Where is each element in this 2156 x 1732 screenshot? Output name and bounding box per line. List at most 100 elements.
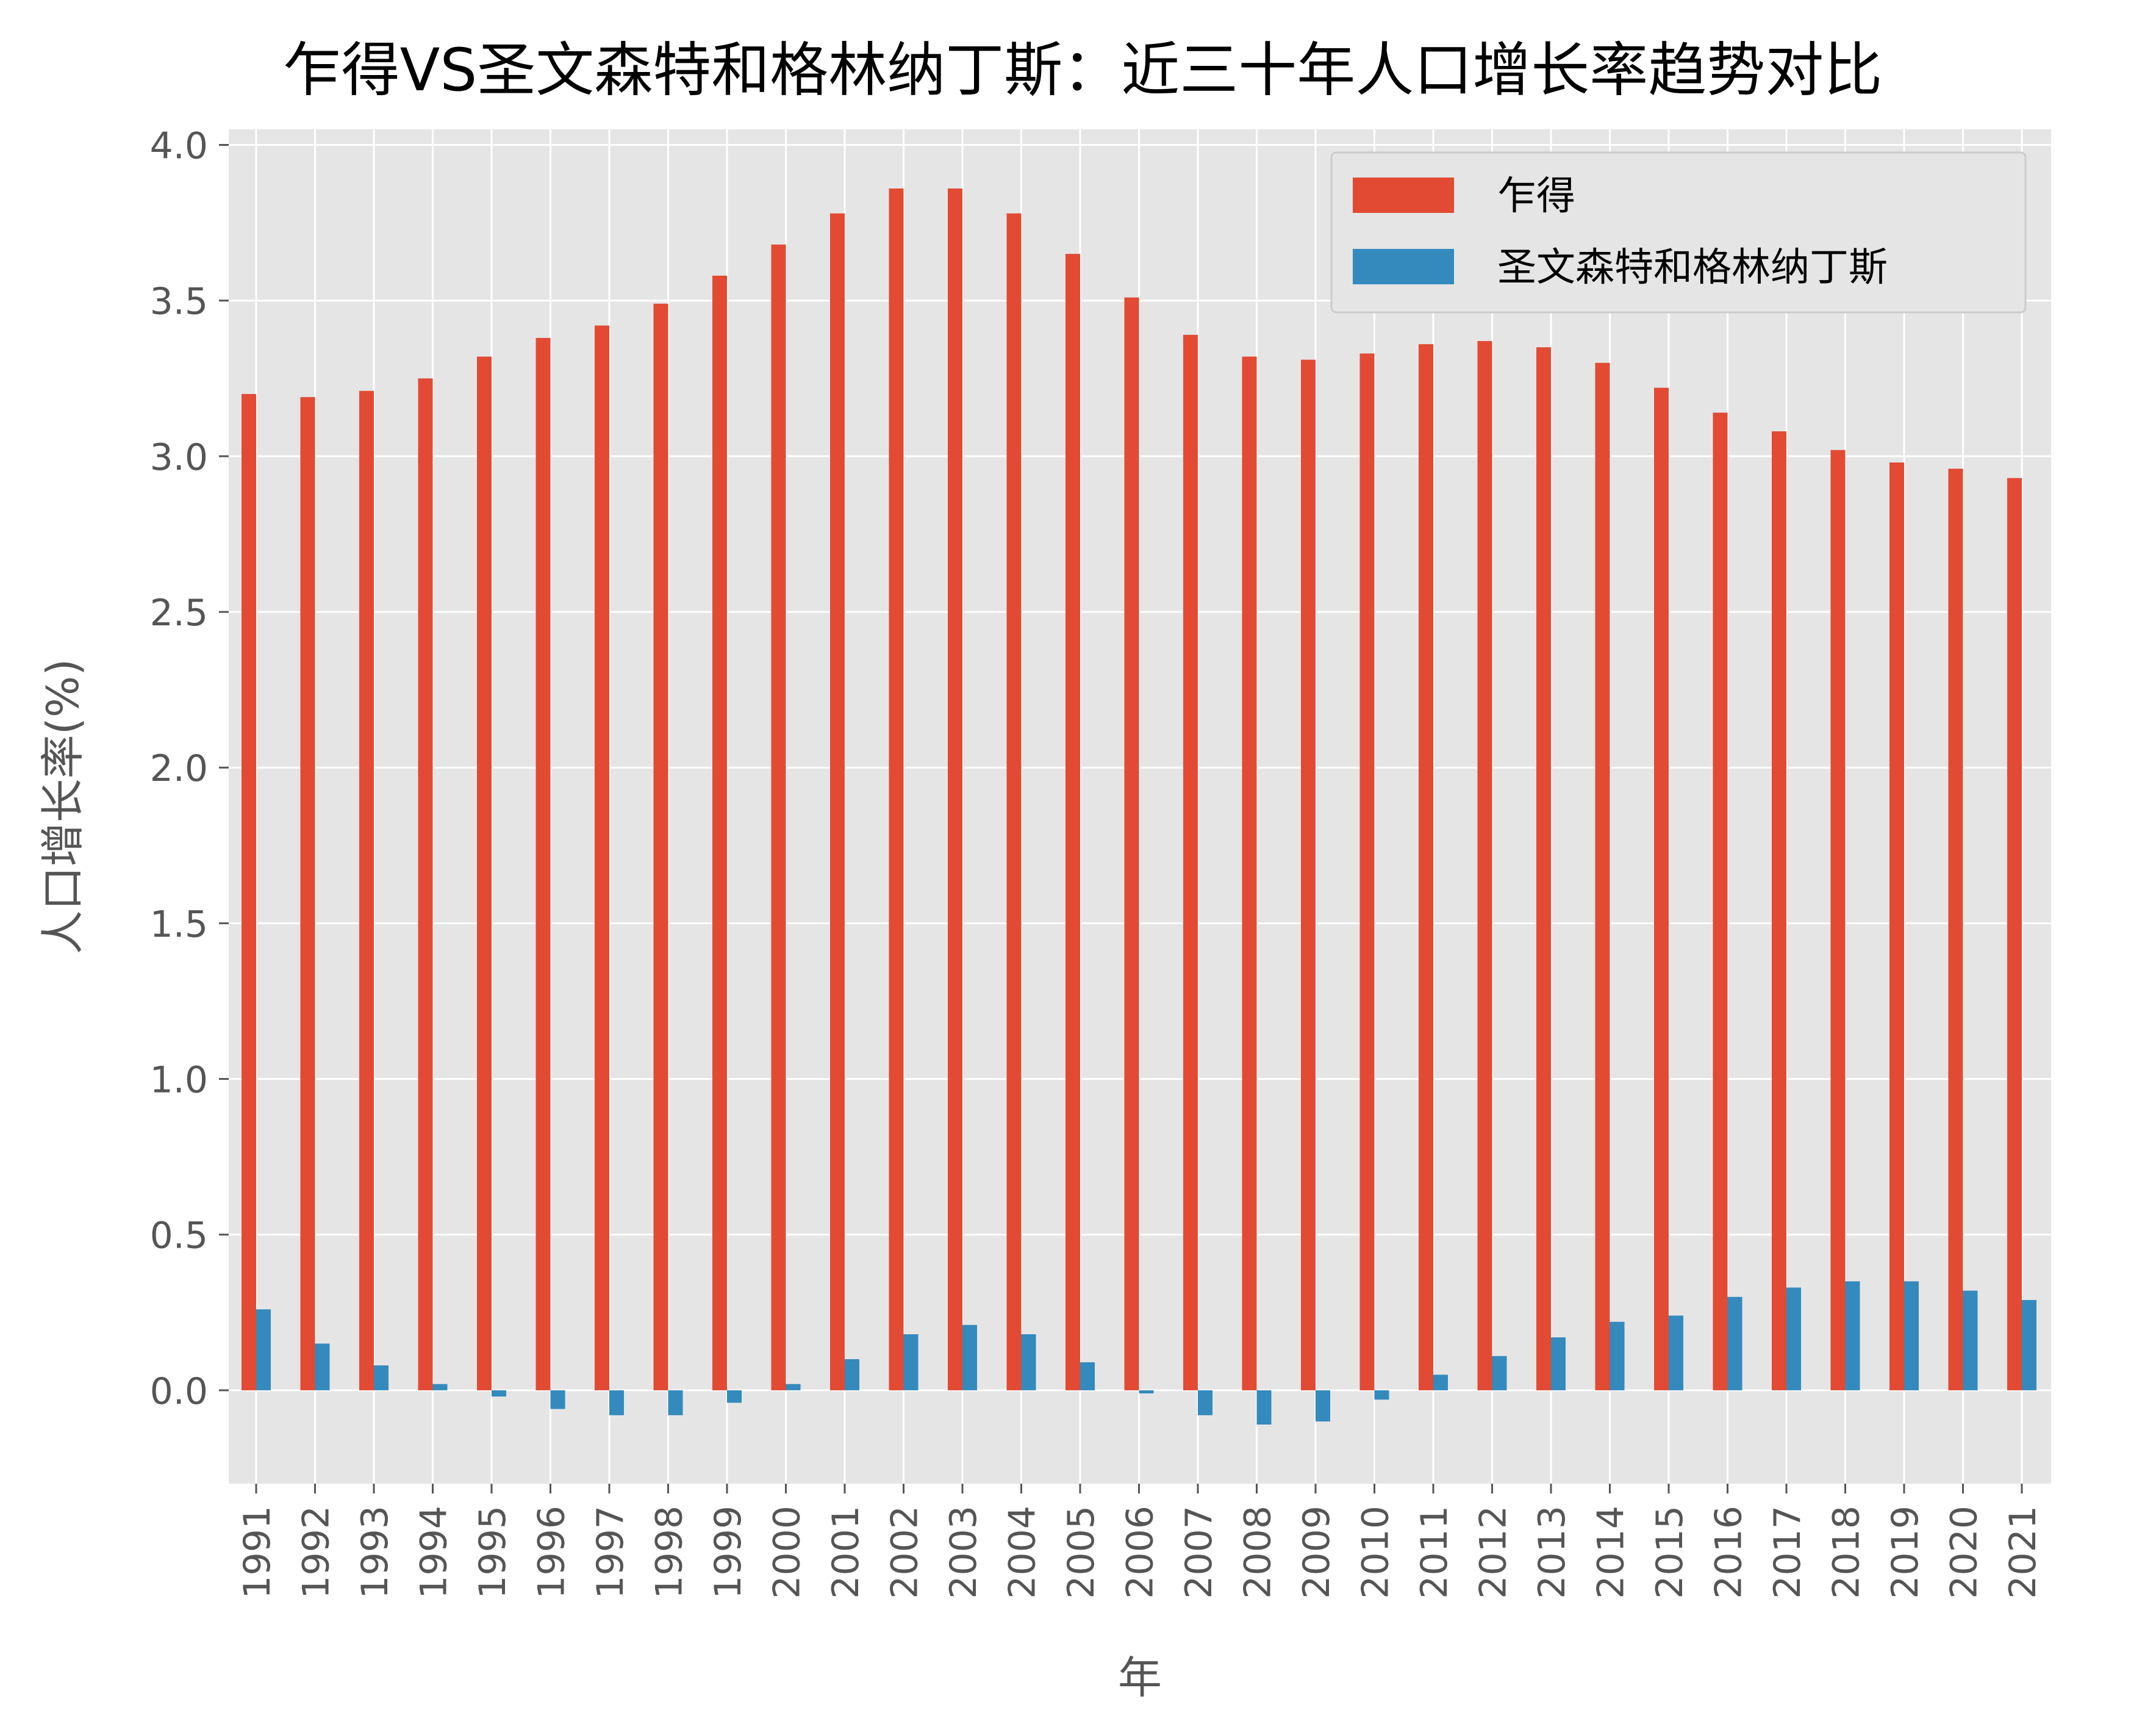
- x-tick-label: 2019: [1884, 1506, 1927, 1599]
- legend-swatch-chad: [1353, 178, 1454, 213]
- bar-saint-vincent: [2022, 1299, 2036, 1390]
- y-tick-label: 2.0: [150, 747, 208, 790]
- x-tick-label: 1996: [531, 1506, 573, 1599]
- x-tick-label: 2021: [2002, 1506, 2044, 1599]
- y-axis: 0.0 0.5 1.0 1.5 2.0 2.5 3.0 3.5 4.0: [150, 125, 229, 1413]
- x-tick-label: 2020: [1943, 1506, 1986, 1599]
- bar-saint-vincent: [668, 1390, 683, 1415]
- bars: [242, 188, 2036, 1425]
- y-axis-label: 人口增长率(%): [37, 659, 88, 955]
- bar-saint-vincent: [1316, 1390, 1330, 1421]
- x-tick-label: 2018: [1825, 1506, 1868, 1599]
- x-tick-label: 2001: [825, 1506, 867, 1599]
- bar-saint-vincent: [786, 1384, 801, 1390]
- bar-chad: [1830, 450, 1846, 1390]
- bar-saint-vincent: [962, 1324, 977, 1390]
- bar-saint-vincent: [256, 1309, 271, 1390]
- bar-saint-vincent: [1433, 1374, 1448, 1390]
- bar-saint-vincent: [1374, 1390, 1389, 1400]
- bar-saint-vincent: [550, 1390, 565, 1409]
- bar-saint-vincent: [432, 1384, 448, 1390]
- y-tick-label: 0.0: [150, 1370, 208, 1413]
- legend-box: [1330, 151, 2027, 314]
- x-tick-label: 1999: [707, 1506, 750, 1599]
- x-tick-label: 2016: [1708, 1506, 1750, 1599]
- x-tick-label: 2002: [884, 1506, 926, 1599]
- x-tick-label: 2006: [1119, 1506, 1162, 1599]
- bar-chad: [1477, 341, 1492, 1390]
- x-tick-label: 2000: [766, 1506, 809, 1599]
- x-tick-label: 2007: [1178, 1506, 1220, 1599]
- x-tick-label: 1993: [354, 1506, 396, 1599]
- bar-saint-vincent: [727, 1390, 742, 1403]
- bar-chad: [1301, 359, 1316, 1390]
- bar-chad: [1242, 356, 1257, 1390]
- x-tick-label: 2003: [942, 1506, 985, 1599]
- bar-chad: [359, 390, 374, 1390]
- bar-chad: [1948, 469, 1963, 1390]
- x-tick-label: 2010: [1355, 1506, 1397, 1599]
- x-tick-label: 2013: [1531, 1506, 1574, 1599]
- bar-chad: [1713, 412, 1728, 1390]
- bar-chad: [1124, 297, 1139, 1390]
- legend-label-svg: 圣文森特和格林纳丁斯: [1497, 245, 1888, 290]
- legend-swatch-svg: [1353, 249, 1454, 284]
- x-tick-label: 1997: [589, 1506, 632, 1599]
- x-tick-label: 2004: [1001, 1506, 1044, 1599]
- bar-chad: [653, 303, 668, 1390]
- y-tick-label: 3.5: [150, 281, 208, 323]
- x-axis: 1991 1992 1993 1994 1995 1996 1997 1998 1999 2000…: [236, 1484, 2044, 1599]
- x-tick-label: 2008: [1237, 1506, 1280, 1599]
- bar-saint-vincent: [1669, 1315, 1683, 1390]
- bar-saint-vincent: [903, 1334, 919, 1390]
- x-tick-label: 1991: [236, 1506, 279, 1599]
- bar-saint-vincent: [315, 1343, 330, 1390]
- x-tick-label: 1998: [648, 1506, 691, 1599]
- bar-saint-vincent: [1963, 1290, 1978, 1390]
- bar-saint-vincent: [1786, 1287, 1801, 1390]
- bar-chad: [1536, 347, 1551, 1390]
- bar-saint-vincent: [1492, 1356, 1507, 1390]
- y-tick-label: 1.5: [150, 903, 208, 946]
- bar-saint-vincent: [492, 1390, 506, 1397]
- bar-chad: [300, 397, 315, 1390]
- x-tick-label: 2014: [1590, 1506, 1633, 1599]
- chart-title: 乍得VS圣文森特和格林纳丁斯：近三十年人口增长率趋势对比: [283, 36, 1883, 104]
- bar-chad: [1889, 462, 1904, 1390]
- y-tick-label: 4.0: [150, 125, 208, 168]
- bar-chad: [1183, 334, 1198, 1390]
- bar-saint-vincent: [1256, 1390, 1272, 1425]
- bar-chad: [477, 356, 492, 1390]
- bar-chad: [595, 325, 609, 1390]
- x-tick-label: 2011: [1413, 1506, 1456, 1599]
- legend: 乍得 圣文森特和格林纳丁斯: [1330, 151, 2027, 314]
- bar-chad: [712, 275, 727, 1390]
- bar-chad: [418, 378, 433, 1390]
- x-tick-label: 2015: [1649, 1506, 1691, 1599]
- bar-chad: [1006, 213, 1022, 1390]
- y-tick-label: 2.5: [150, 592, 208, 634]
- bar-chad: [1065, 254, 1080, 1390]
- bar-saint-vincent: [1021, 1334, 1036, 1390]
- bar-chad: [1772, 431, 1786, 1390]
- bar-saint-vincent: [1727, 1296, 1742, 1390]
- x-axis-label: 年: [1118, 1652, 1162, 1703]
- y-tick-label: 0.5: [150, 1215, 208, 1257]
- bar-saint-vincent: [1139, 1390, 1154, 1393]
- bar-chad: [889, 188, 904, 1390]
- x-tick-label: 1995: [471, 1506, 514, 1599]
- bar-chad: [1654, 387, 1669, 1390]
- bar-saint-vincent: [1551, 1337, 1566, 1390]
- bar-chad: [2007, 478, 2022, 1390]
- bar-chad: [535, 337, 551, 1390]
- x-tick-label: 1992: [295, 1506, 338, 1599]
- legend-label-chad: 乍得: [1497, 174, 1575, 219]
- bar-saint-vincent: [1198, 1390, 1212, 1415]
- bar-saint-vincent: [1845, 1281, 1860, 1390]
- bar-chad: [1419, 344, 1433, 1390]
- x-tick-label: 2017: [1766, 1506, 1809, 1599]
- bar-chad: [830, 213, 845, 1390]
- x-tick-label: 2009: [1295, 1506, 1338, 1599]
